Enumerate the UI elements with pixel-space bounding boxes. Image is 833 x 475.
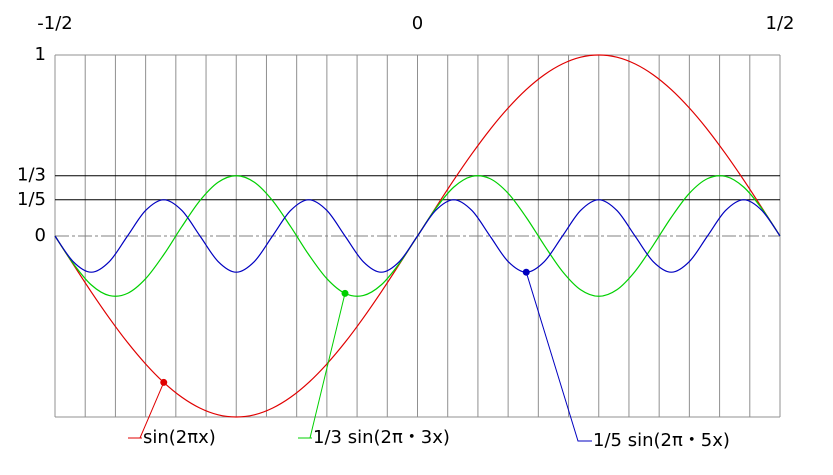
legend-label: 1/3 sin(2π・3x) — [313, 427, 450, 448]
x-tick-label: -1/2 — [37, 13, 72, 34]
legend-label: sin(2πx) — [143, 427, 216, 448]
y-tick-label: 1 — [35, 44, 46, 65]
callout-line — [128, 382, 165, 439]
x-tick-label: 0 — [412, 13, 423, 34]
legend-label: 1/5 sin(2π・5x) — [593, 430, 730, 451]
x-tick-label: 1/2 — [766, 13, 795, 34]
callout-line — [525, 272, 592, 442]
y-tick-label: 1/3 — [17, 165, 46, 186]
y-tick-label: 1/5 — [17, 189, 46, 210]
curve — [54, 199, 781, 273]
callout-line — [298, 293, 346, 439]
y-tick-label: 0 — [35, 225, 46, 246]
